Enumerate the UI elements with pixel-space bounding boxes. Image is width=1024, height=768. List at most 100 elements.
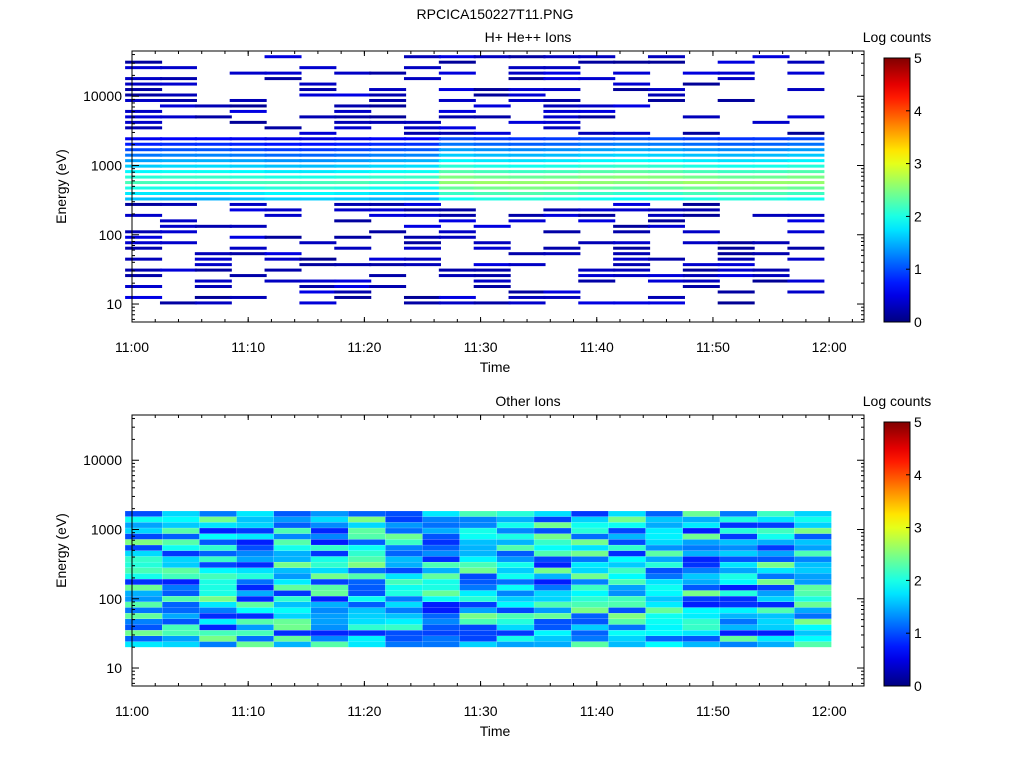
heatmap-cell (473, 88, 511, 92)
heatmap-cell (125, 148, 163, 152)
heatmap-cell (299, 115, 337, 119)
colorbar-tick-label: 0 (914, 678, 922, 694)
heatmap-cell (159, 66, 197, 70)
heatmap-cell (385, 567, 423, 574)
heatmap-cell (403, 170, 441, 174)
heatmap-cell (757, 590, 795, 597)
heatmap-cell (608, 545, 646, 551)
heatmap-cell (543, 71, 581, 75)
heatmap-cell (717, 137, 755, 141)
heatmap-cell (543, 295, 581, 299)
heatmap-cell (613, 142, 651, 146)
heatmap-cell (682, 285, 720, 289)
heatmap-cell (645, 522, 683, 528)
heatmap-cell (752, 197, 790, 201)
heatmap-cell (757, 567, 795, 574)
heatmap-cell (159, 202, 197, 206)
heatmap-cell (438, 55, 476, 59)
heatmap-cell (752, 274, 790, 278)
heatmap-cell (369, 197, 407, 201)
heatmap-cell (369, 159, 407, 163)
heatmap-cell (385, 562, 423, 568)
heatmap-cell (757, 601, 795, 608)
heatmap-cell (273, 567, 311, 574)
x-tick-label: 11:40 (580, 339, 614, 355)
heatmap-cell (787, 290, 825, 294)
heatmap-cell (578, 279, 616, 283)
heatmap-cell (159, 104, 197, 108)
heatmap-cell (787, 153, 825, 157)
heatmap-cell (647, 60, 685, 64)
heatmap-cell (162, 579, 200, 585)
heatmap-cell (613, 164, 651, 168)
heatmap-cell (159, 181, 197, 185)
heatmap-cell (438, 235, 476, 239)
heatmap-cell (334, 175, 372, 179)
heatmap-cell (125, 550, 163, 557)
heatmap-cell (438, 159, 476, 163)
heatmap-cell (438, 142, 476, 146)
heatmap-cell (613, 60, 651, 64)
heatmap-cell (334, 109, 372, 113)
heatmap-cell (422, 539, 460, 545)
heatmap-cell (229, 142, 267, 146)
heatmap-cell (299, 88, 337, 92)
heatmap-cell (496, 641, 534, 648)
heatmap-cell (385, 596, 423, 602)
heatmap-cell (473, 148, 511, 152)
heatmap-cell (422, 556, 460, 562)
heatmap-cell (403, 164, 441, 168)
heatmap-cell (334, 137, 372, 141)
heatmap-cell (299, 186, 337, 190)
heatmap-cell (717, 290, 755, 294)
heatmap-cell (348, 567, 386, 574)
heatmap-cell (473, 301, 511, 305)
heatmap-cell (647, 257, 685, 261)
heatmap-cell (334, 295, 372, 299)
heatmap-cell (229, 274, 267, 278)
heatmap-cell (578, 175, 616, 179)
heatmap-cell (273, 562, 311, 568)
heatmap-cell (459, 641, 497, 648)
heatmap-cell (543, 290, 581, 294)
heatmap-cell (717, 268, 755, 272)
y-tick-label: 10 (106, 296, 122, 312)
heatmap-cell (543, 246, 581, 250)
heatmap-cell (194, 137, 232, 141)
heatmap-cell (571, 624, 609, 631)
heatmap-cell (645, 511, 683, 517)
y-axis-label: Energy (eV) (53, 513, 69, 588)
heatmap-cell (682, 550, 720, 557)
heatmap-cell (787, 191, 825, 195)
heatmap-cell (199, 556, 237, 562)
heatmap-cell (682, 208, 720, 212)
colorbar-tick-label: 1 (914, 625, 922, 641)
heatmap-cell (720, 579, 758, 585)
heatmap-cell (757, 528, 795, 534)
heatmap-cell (162, 636, 200, 642)
heatmap-cell (236, 511, 274, 517)
heatmap-cell (311, 636, 349, 642)
heatmap-cell (459, 613, 497, 619)
heatmap-cell (473, 153, 511, 157)
heatmap-cell (508, 186, 546, 190)
heatmap-cell (125, 630, 163, 636)
heatmap-cell (194, 170, 232, 174)
heatmap-cell (717, 142, 755, 146)
heatmap-cell (438, 181, 476, 185)
heatmap-cell (794, 556, 832, 562)
heatmap-cell (199, 579, 237, 585)
heatmap-cell (571, 579, 609, 585)
heatmap-cell (613, 230, 651, 234)
heatmap-cell (645, 545, 683, 551)
heatmap-cell (125, 556, 163, 562)
heatmap-cell (787, 186, 825, 190)
heatmap-cell (385, 624, 423, 631)
heatmap-cell (720, 601, 758, 608)
heatmap-cell (125, 567, 163, 574)
heatmap-cell (236, 545, 274, 551)
heatmap-cell (757, 539, 795, 545)
heatmap-cell (385, 550, 423, 557)
heatmap-cell (403, 159, 441, 163)
heatmap-cell (543, 88, 581, 92)
